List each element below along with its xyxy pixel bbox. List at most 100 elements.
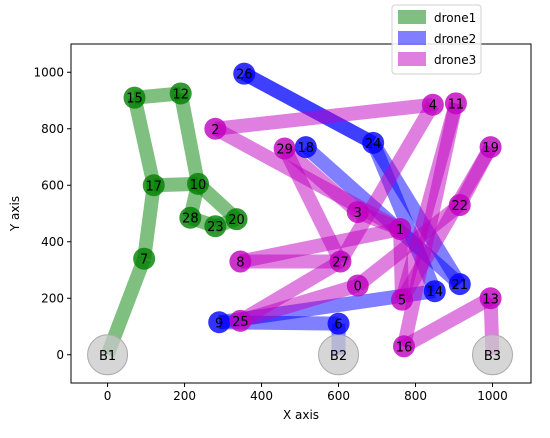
route-segment-drone3 xyxy=(238,222,402,269)
waypoint-label: 19 xyxy=(482,141,499,156)
waypoint-label: 4 xyxy=(429,99,437,114)
waypoint-marker xyxy=(179,206,202,229)
waypoint-label: 1 xyxy=(396,223,404,238)
x-tick-label: 0 xyxy=(104,389,112,403)
waypoint-label: 20 xyxy=(228,213,245,228)
legend-swatch-drone1 xyxy=(398,10,426,24)
x-axis-label: X axis xyxy=(283,408,319,422)
waypoint-label: 3 xyxy=(354,206,362,221)
waypoint-marker xyxy=(421,93,444,116)
waypoint-label: 21 xyxy=(452,278,469,293)
waypoint-marker xyxy=(346,201,369,224)
route-segment-drone3 xyxy=(353,199,465,292)
waypoint-marker xyxy=(169,82,192,105)
waypoint-marker xyxy=(208,311,231,334)
legend-label-drone1: drone1 xyxy=(434,11,476,25)
waypoint-marker xyxy=(327,312,350,335)
route-segment-drone1 xyxy=(127,96,161,187)
route-segment-drone3 xyxy=(236,255,345,327)
route-segment-drone3 xyxy=(214,97,434,136)
route-segment-drone1 xyxy=(137,184,161,260)
waypoint-marker xyxy=(392,335,415,358)
waypoint-label: 11 xyxy=(448,97,465,112)
y-tick-label: 200 xyxy=(41,291,64,305)
y-tick-label: 600 xyxy=(41,178,64,192)
base-marker xyxy=(87,334,129,376)
route-segment-drone3 xyxy=(400,292,494,353)
legend-label-drone3: drone3 xyxy=(434,53,476,67)
waypoint-label: 13 xyxy=(482,292,499,307)
waypoint-marker xyxy=(294,136,317,159)
waypoint-label: 14 xyxy=(426,285,443,300)
base-label: B2 xyxy=(330,349,347,364)
plot-frame xyxy=(70,43,532,384)
waypoint-label: 25 xyxy=(232,315,249,330)
waypoint-marker xyxy=(204,215,227,238)
y-axis-label: Y axis xyxy=(8,196,22,232)
y-tick-label: 0 xyxy=(56,348,64,362)
waypoint-marker xyxy=(362,131,385,154)
waypoint-marker xyxy=(448,194,471,217)
x-tick-label: 1000 xyxy=(477,389,508,403)
waypoint-label: 5 xyxy=(398,294,406,309)
legend-swatch-drone3 xyxy=(398,52,426,66)
waypoint-label: 6 xyxy=(334,318,342,333)
waypoint-label: 2 xyxy=(211,123,219,138)
waypoint-marker xyxy=(479,287,502,310)
legend: drone1 drone2 drone3 xyxy=(391,4,482,75)
waypoint-marker xyxy=(346,274,369,297)
waypoint-marker xyxy=(329,250,352,273)
base-label: B3 xyxy=(484,349,501,364)
waypoint-label: 24 xyxy=(365,137,382,152)
route-segment-drone1 xyxy=(173,92,205,186)
y-tick-label: 400 xyxy=(41,235,64,249)
waypoint-marker xyxy=(229,309,252,332)
waypoint-marker xyxy=(187,172,210,195)
waypoint-label: 7 xyxy=(140,253,148,268)
waypoint-label: 17 xyxy=(145,179,162,194)
route-segment-drone3 xyxy=(395,101,463,302)
waypoint-label: 28 xyxy=(182,212,199,227)
legend-swatch-drone2 xyxy=(398,31,426,45)
legend-label-drone2: drone2 xyxy=(434,32,476,46)
route-segment-drone2 xyxy=(240,67,377,150)
waypoint-label: 23 xyxy=(207,220,224,235)
waypoint-marker xyxy=(448,273,471,296)
waypoint-label: 16 xyxy=(396,340,413,355)
y-tick-label: 800 xyxy=(41,122,64,136)
waypoint-label: 18 xyxy=(298,141,315,156)
waypoint-label: 9 xyxy=(215,316,223,331)
route-paths-layer xyxy=(101,67,500,358)
waypoint-label: 15 xyxy=(126,92,143,107)
waypoint-label: 29 xyxy=(276,143,293,158)
waypoint-label: 26 xyxy=(236,68,253,83)
waypoint-marker xyxy=(391,288,414,311)
waypoint-marker xyxy=(133,247,156,270)
waypoint-label: 0 xyxy=(354,280,362,295)
bases-layer: B1 B2 B3 xyxy=(87,334,514,376)
waypoint-marker xyxy=(225,208,248,231)
y-tick-label: 1000 xyxy=(33,65,64,79)
waypoint-label: 22 xyxy=(452,199,469,214)
waypoint-marker xyxy=(389,218,412,241)
waypoint-marker xyxy=(273,137,296,160)
waypoint-marker xyxy=(229,250,252,273)
waypoint-label: 12 xyxy=(172,87,189,102)
base-marker xyxy=(318,334,360,376)
x-tick-label: 400 xyxy=(250,389,273,403)
waypoint-marker xyxy=(142,174,165,197)
waypoint-label: 8 xyxy=(236,256,244,271)
waypoint-marker xyxy=(423,280,446,303)
waypoint-label: 27 xyxy=(332,256,349,271)
route-segment-drone3 xyxy=(393,228,410,300)
x-tick-label: 800 xyxy=(404,389,427,403)
waypoint-marker xyxy=(479,136,502,159)
waypoint-label: 10 xyxy=(190,178,207,193)
waypoint-marker xyxy=(444,92,467,115)
waypoint-marker xyxy=(233,62,256,85)
base-marker xyxy=(472,334,514,376)
